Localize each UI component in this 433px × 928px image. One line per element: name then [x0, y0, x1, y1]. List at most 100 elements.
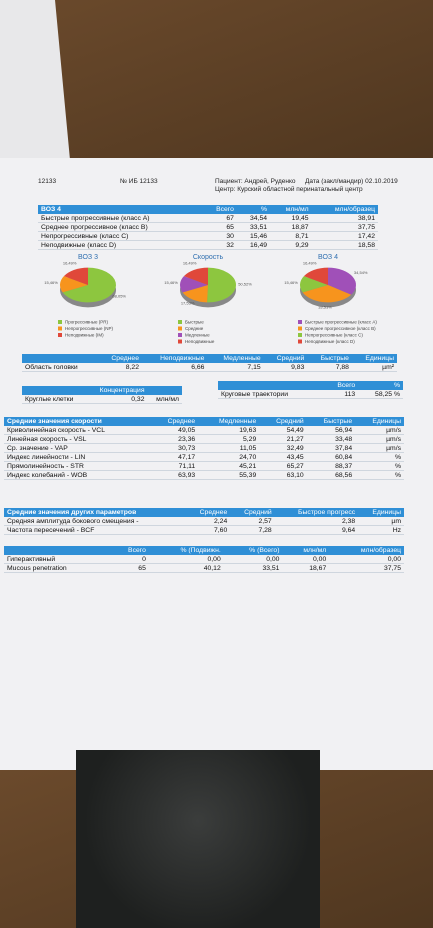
cell: 71,11	[150, 461, 199, 471]
column-header: млн/мл	[282, 546, 330, 555]
pie-slice	[180, 276, 208, 293]
slice-label: 33,51%	[318, 304, 332, 309]
row-label: Непрогрессивные (класс C)	[38, 231, 203, 241]
legend-swatch	[58, 326, 62, 331]
column-header: Единицы	[358, 508, 404, 517]
legend-label: Неподвижные (IM)	[65, 333, 104, 338]
column-header: Быстрые	[307, 354, 352, 363]
pie-title: ВОЗ 3	[78, 254, 98, 261]
data-table: Средние значения других параметров Средне…	[4, 508, 404, 535]
cell: %	[355, 470, 404, 480]
column-header: %	[358, 381, 403, 390]
row-label: Круговые траектории	[218, 390, 324, 399]
column-header: Концентрация	[86, 386, 148, 395]
header-row: Всего%	[218, 381, 403, 390]
row-label: Индекс колебаний - WOB	[4, 470, 151, 480]
pie-title: Скорость	[193, 254, 224, 261]
cell: 33,51	[223, 563, 283, 573]
table-row: Линейная скорость - VSL 23,36 5,29 21,27 33,…	[4, 434, 404, 444]
cell: 33,51	[236, 222, 271, 232]
cell: 16,49	[236, 240, 271, 250]
header-row: Средние значения других параметров Средне…	[4, 508, 404, 517]
legend-label: Прогрессивные (PR)	[65, 320, 109, 325]
cell: 15,46	[236, 231, 271, 241]
cell: 60,84	[306, 452, 356, 462]
row-label: Криволинейная скорость - VCL	[4, 426, 151, 435]
cell: 32,49	[259, 443, 307, 453]
cell: 65,27	[259, 461, 307, 471]
header-row: Среднее Неподвижные Медленные Средний Быстры…	[22, 354, 397, 363]
microscope-image	[76, 750, 320, 928]
slice-label: 50,52%	[238, 281, 252, 286]
pie-slice	[60, 276, 88, 293]
header-cell	[147, 386, 182, 395]
table-row: Гиперактивный 0 0,00 0,00 0,00 0,00	[4, 555, 404, 564]
cell: 5,29	[198, 434, 260, 444]
cell: 6,66	[142, 363, 208, 372]
legend-swatch	[58, 333, 62, 337]
column-header: Среднее	[98, 354, 142, 363]
legend-label: Медленные	[185, 333, 210, 338]
table-title: Средние значения скорости	[4, 417, 151, 426]
pie-slice	[183, 267, 208, 285]
legend-label: Неподвижные (класс D)	[305, 339, 355, 344]
back-sheet	[0, 0, 70, 160]
column-header: млн/образец	[311, 205, 378, 214]
cell: 9,64	[274, 525, 359, 535]
pie-slice	[62, 267, 116, 303]
row-label: Индекс линейности - LIN	[4, 452, 151, 462]
legend-label: Среднее прогрессивное (класс B)	[305, 326, 376, 331]
data-table: Средние значения скорости Среднее Медленны…	[4, 417, 404, 480]
slice-label: 15,46%	[44, 280, 58, 285]
cell: 37,75	[329, 563, 404, 573]
legend-swatch	[58, 320, 62, 324]
pie-slice	[207, 267, 237, 303]
cell: 0,00	[148, 555, 224, 564]
pie-charts: ВОЗ 3 68,05% 15,46% 16,49% Прогрессивные (PR…	[44, 254, 377, 344]
column-header: Единицы	[355, 417, 404, 426]
cell: µm²	[351, 363, 397, 372]
cell: 37,84	[306, 443, 356, 453]
table-row: Средняя амплитуда бокового смещения -2,2…	[4, 517, 404, 526]
header-row: Концентрация	[22, 386, 182, 395]
cell: 63,10	[259, 470, 307, 480]
column-header: Всего	[202, 205, 237, 214]
column-header: % (Всего)	[223, 546, 283, 555]
slice-label: 16,49%	[303, 261, 317, 266]
slice-label: 15,46%	[284, 280, 298, 285]
cell: 7,28	[230, 525, 275, 535]
cell: 67	[202, 214, 237, 223]
table-row: Ср. значение - VAP 30,73 11,05 32,49 37,84 µm…	[4, 443, 404, 453]
table-row: Mucous penetration 65 40,12 33,51 18,67 37,75	[4, 563, 404, 573]
row-label: Средняя амплитуда бокового смещения -	[4, 517, 186, 526]
row-label: Ср. значение - VAP	[4, 443, 151, 453]
cell: 49,05	[150, 426, 199, 435]
row-label: Mucous penetration	[4, 563, 111, 573]
cell: 37,75	[311, 222, 378, 232]
cell: 19,63	[198, 426, 260, 435]
legend-label: Непрогрессивные (NP)	[65, 326, 113, 331]
column-header: Медленные	[198, 417, 260, 426]
cell: 32	[202, 240, 237, 250]
header-row: ВОЗ 4 Всего% млн/мл млн/образец	[38, 205, 378, 214]
pie-slice	[299, 276, 328, 293]
column-header: Быстрое прогресс	[274, 508, 359, 517]
table-row: Прямолинейность - STR 71,11 45,21 65,27 88,3…	[4, 461, 404, 471]
cell: 45,21	[198, 461, 260, 471]
row-label: Круглые клетки	[22, 395, 87, 404]
center: Центр: Курский областной перинатальный ц…	[215, 186, 363, 193]
cell: 0,00	[282, 555, 330, 564]
slice-label: 68,05%	[112, 294, 126, 299]
row-label: Прямолинейность - STR	[4, 461, 151, 471]
cell: 113	[323, 390, 359, 399]
cell: µm/s	[355, 426, 404, 435]
column-header: Единицы	[351, 354, 397, 363]
slice-label: 16,49%	[63, 261, 77, 266]
cell: 58,25 %	[358, 390, 403, 399]
cell: 34,54	[236, 214, 271, 223]
cell: 24,70	[198, 452, 260, 462]
row-label: Линейная скорость - VSL	[4, 434, 151, 444]
legend-swatch	[298, 320, 302, 324]
cell: 7,88	[307, 363, 352, 372]
